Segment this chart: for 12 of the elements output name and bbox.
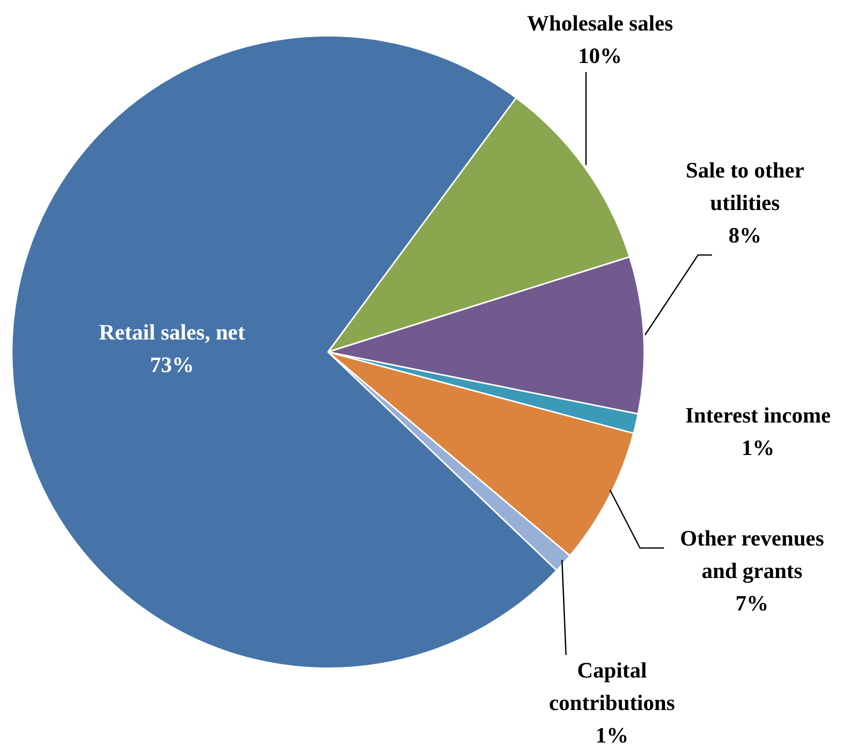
- data-label: 10%: [578, 43, 622, 68]
- slice-label: Wholesale sales: [526, 10, 674, 36]
- data-label: 1%: [596, 722, 628, 746]
- slice-label: Other revenues and grants: [680, 526, 824, 584]
- data-label: 8%: [728, 222, 762, 248]
- slice-label: Retail sales, net: [98, 320, 246, 345]
- data-label: 1%: [742, 435, 774, 460]
- slice-label: Interest income: [685, 402, 832, 428]
- slice-label: Sale to other utilities: [686, 158, 804, 216]
- data-label: 7%: [736, 590, 768, 616]
- slice-label: Capital contributions: [549, 658, 676, 716]
- data-label: 73%: [150, 352, 194, 378]
